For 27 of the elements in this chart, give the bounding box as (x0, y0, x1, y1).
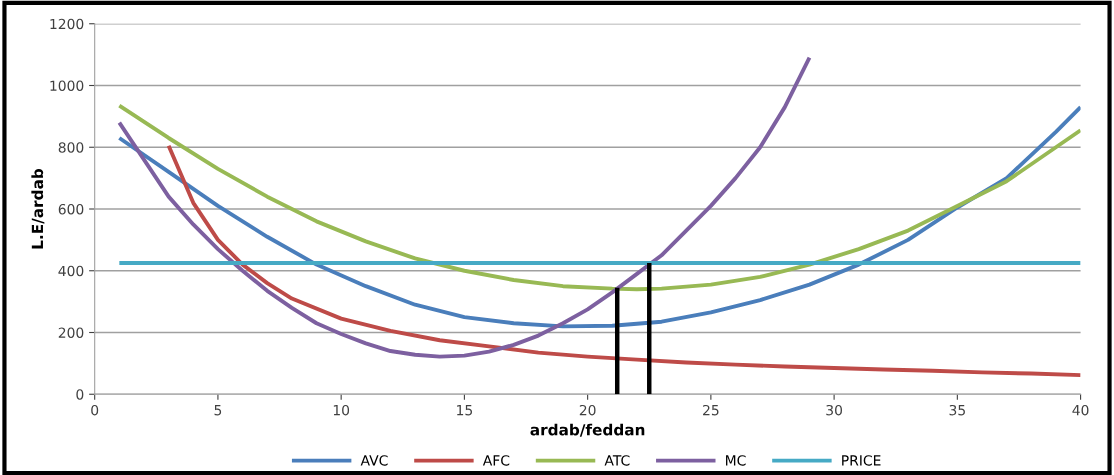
legend-label: AFC (482, 455, 510, 466)
x-tick-label: 5 (214, 405, 222, 416)
legend-label: ATC (604, 455, 630, 466)
y-tick-label: 1000 (50, 80, 84, 91)
x-tick-label: 35 (949, 404, 965, 416)
y-tick-label: 400 (58, 265, 84, 277)
legend-label: PRICE (842, 455, 881, 466)
y-tick-label: 600 (58, 203, 84, 215)
y-axis-title: L.E/ardab (31, 168, 45, 249)
legend-label: AVC (360, 455, 388, 466)
x-axis-title: ardab/feddan (530, 423, 645, 437)
line-series (117, 103, 1081, 292)
x-tick-label: 40 (1072, 404, 1089, 416)
legend-label: MC (726, 455, 746, 466)
y-tick-label: 800 (58, 142, 84, 153)
y-tick-label: 1200 (50, 18, 84, 30)
x-tick-label: 15 (457, 405, 473, 416)
y-tick-label: 200 (58, 327, 84, 338)
x-tick-label: 20 (579, 404, 596, 416)
y-tick-label: 0 (76, 389, 84, 400)
x-tick-label: 25 (703, 404, 719, 416)
x-tick-label: 30 (826, 404, 843, 416)
x-tick-label: 10 (333, 404, 350, 416)
line-series (117, 105, 1081, 329)
x-tick-label: 0 (91, 404, 99, 416)
line-series (117, 55, 812, 359)
line-series (166, 143, 1081, 378)
